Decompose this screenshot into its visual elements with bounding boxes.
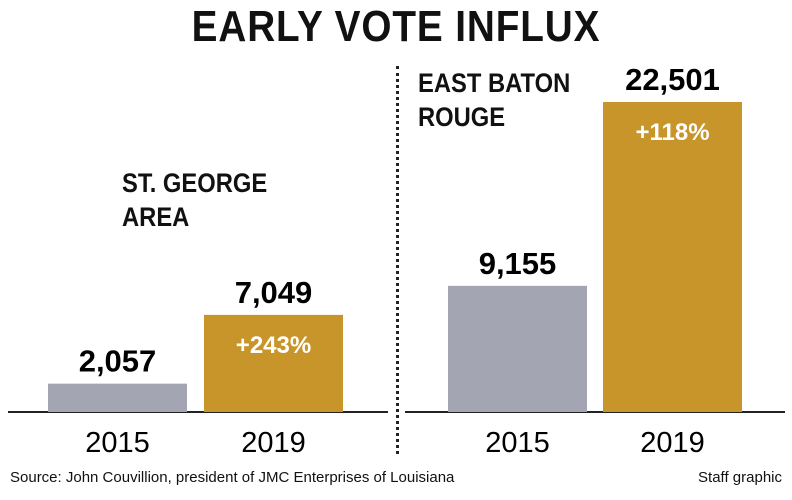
source-note: Source: John Couvillion, president of JM… bbox=[10, 469, 455, 486]
panel-title-line: ST. GEORGE bbox=[122, 168, 268, 198]
x-tick-label: 2019 bbox=[640, 427, 705, 459]
x-tick-label: 2015 bbox=[485, 427, 550, 459]
bar bbox=[603, 102, 742, 412]
change-label: +243% bbox=[236, 332, 311, 359]
credit-note: Staff graphic bbox=[698, 469, 782, 486]
change-label: +118% bbox=[635, 119, 709, 146]
bar bbox=[448, 285, 587, 412]
data-label: 9,155 bbox=[479, 246, 557, 281]
x-tick-label: 2015 bbox=[85, 427, 150, 459]
bar bbox=[204, 314, 343, 412]
data-label: 22,501 bbox=[625, 62, 720, 97]
data-label: 2,057 bbox=[79, 344, 157, 379]
chart-title: EARLY VOTE INFLUX bbox=[191, 2, 601, 51]
panel-title-east-baton-rouge: EAST BATON ROUGE bbox=[418, 66, 570, 134]
x-tick-label: 2019 bbox=[241, 427, 306, 459]
panel-divider bbox=[396, 66, 399, 454]
panel-title-line: ROUGE bbox=[418, 102, 506, 132]
bar bbox=[48, 383, 187, 412]
panel-title-st-george: ST. GEORGE AREA bbox=[122, 166, 267, 234]
panel-title-line: EAST BATON bbox=[418, 68, 571, 98]
data-label: 7,049 bbox=[235, 275, 313, 310]
panel-title-line: AREA bbox=[122, 202, 190, 232]
